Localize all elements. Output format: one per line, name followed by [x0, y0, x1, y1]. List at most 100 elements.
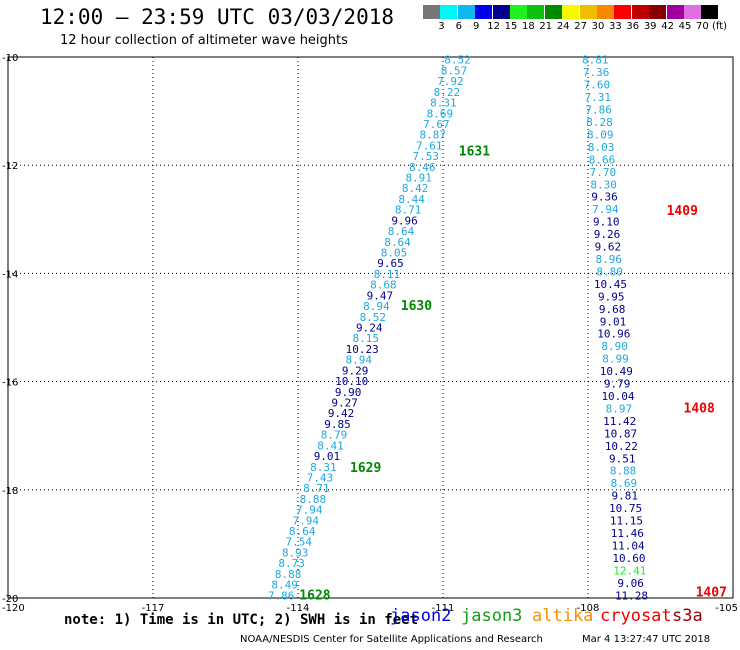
wave-height-value: 8.44 — [398, 193, 425, 206]
wave-height-value: 9.10 — [593, 216, 620, 229]
pass-number-label: 1407 — [696, 586, 727, 601]
lon-label: -105 — [715, 603, 738, 614]
wave-height-value: 7.70 — [590, 166, 617, 179]
page-title: 12:00 – 23:59 UTC 03/03/2018 — [40, 5, 395, 29]
wave-height-value: 8.11 — [374, 268, 401, 281]
lon-label: -117 — [142, 603, 165, 614]
units-note: note: 1) Time is in UTC; 2) SWH is in fe… — [64, 612, 419, 628]
wave-height-value: 8.93 — [282, 546, 309, 559]
legend-swatch — [475, 5, 493, 19]
wave-height-value: 7.54 — [285, 536, 312, 549]
legend-label: 36 — [626, 21, 640, 32]
wave-height-value: 11.42 — [603, 415, 636, 428]
legend-label: 30 — [591, 21, 605, 32]
wave-height-value: 8.57 — [441, 64, 468, 77]
wave-height-value: 10.96 — [597, 328, 630, 341]
lat-label: -12 — [2, 161, 18, 172]
legend-label: 6 — [455, 21, 462, 32]
lat-label: -16 — [2, 378, 18, 389]
lon-label: -114 — [287, 603, 310, 614]
legend-swatch — [684, 5, 701, 19]
page-subtitle: 12 hour collection of altimeter wave hei… — [60, 33, 348, 48]
pass-number-label: 1630 — [401, 299, 432, 314]
wave-height-value: 9.68 — [599, 303, 626, 316]
wave-height-value: 9.06 — [617, 577, 644, 590]
wave-height-value: 10.75 — [609, 502, 642, 515]
lon-label: -108 — [577, 603, 600, 614]
wave-height-value: 9.01 — [314, 450, 341, 463]
wave-height-value: 8.69 — [427, 107, 454, 120]
wave-height-value: 8.81 — [582, 54, 609, 67]
wave-height-value: 11.28 — [615, 589, 648, 602]
wave-height-value: 7.94 — [296, 504, 323, 517]
wave-height-value: 8.49 — [271, 579, 298, 592]
legend-label: 42 — [661, 21, 674, 32]
wave-height-value: 9.29 — [342, 364, 369, 377]
wave-height-value: 9.62 — [595, 241, 622, 254]
legend-swatch — [492, 5, 510, 19]
wave-height-value: 8.05 — [381, 247, 408, 260]
satellite-name: s3a — [672, 606, 703, 626]
wave-height-value: 8.88 — [275, 568, 302, 581]
wave-height-value: 8.46 — [409, 161, 436, 174]
wave-height-value: 8.28 — [586, 116, 613, 129]
lon-label: -111 — [432, 603, 455, 614]
wave-height-value: 8.94 — [345, 354, 372, 367]
wave-height-value: 8.64 — [384, 236, 411, 249]
legend-swatch — [510, 5, 527, 19]
legend-swatch — [614, 5, 632, 19]
wave-height-value: 9.51 — [609, 452, 636, 465]
wave-height-value: 7.94 — [592, 203, 619, 216]
legend-swatch — [631, 5, 649, 19]
footer-credit: NOAA/NESDIS Center for Satellite Applica… — [240, 634, 543, 645]
wave-height-value: 11.15 — [610, 515, 643, 528]
legend-label: 15 — [504, 21, 518, 32]
pass-number-label: 1628 — [299, 588, 330, 603]
map-frame — [7, 56, 734, 599]
legend-swatch — [597, 5, 614, 19]
pass-number-label: 1629 — [350, 461, 381, 476]
legend-swatch — [701, 5, 719, 19]
lat-label: -10 — [2, 53, 18, 64]
satellite-name: altika — [532, 606, 594, 626]
wave-height-value: 8.88 — [610, 465, 637, 478]
wave-height-value: 10.10 — [335, 375, 368, 388]
wave-height-value: 9.95 — [598, 290, 625, 303]
wave-height-value: 9.36 — [591, 191, 618, 204]
legend-swatch — [527, 5, 545, 19]
legend-swatch — [440, 5, 458, 19]
wave-height-value: 8.87 — [420, 129, 447, 142]
wave-height-value: 7.53 — [412, 150, 439, 163]
wave-height-value: 8.96 — [595, 253, 622, 266]
wave-height-value: 9.65 — [377, 257, 404, 270]
satellite-name: cryosat — [600, 606, 672, 626]
wave-height-value: 9.47 — [367, 289, 394, 302]
wave-height-value: 10.87 — [604, 427, 637, 440]
legend-label: 3 — [438, 21, 445, 32]
wave-height-value: 7.43 — [307, 471, 334, 484]
wave-height-value: 8.52 — [360, 311, 387, 324]
wave-height-value: 8.42 — [402, 182, 429, 195]
wave-height-value: 8.99 — [602, 353, 629, 366]
wave-height-value: 8.79 — [321, 429, 348, 442]
wave-height-value: 8.91 — [405, 172, 432, 185]
legend-swatch — [649, 5, 667, 19]
wave-height-value: 9.27 — [331, 396, 358, 409]
legend-unit: (ft) — [712, 21, 728, 32]
wave-height-value: 8.31 — [310, 461, 337, 474]
wave-height-value: 8.64 — [289, 525, 316, 538]
legend-swatch — [544, 5, 562, 19]
wave-height-value: 9.79 — [604, 378, 631, 391]
lat-label: -14 — [2, 269, 18, 280]
wave-height-value: 9.85 — [324, 418, 351, 431]
wave-height-value: 8.73 — [278, 557, 305, 570]
legend-label: 39 — [643, 21, 657, 32]
wave-height-value: 8.31 — [430, 97, 457, 110]
wave-height-value: 11.04 — [612, 539, 645, 552]
wave-height-value: 8.15 — [353, 332, 380, 345]
legend-swatch — [457, 5, 475, 19]
wave-height-value: 9.01 — [600, 315, 627, 328]
wave-height-value: 8.03 — [588, 141, 615, 154]
legend-swatch — [579, 5, 597, 19]
